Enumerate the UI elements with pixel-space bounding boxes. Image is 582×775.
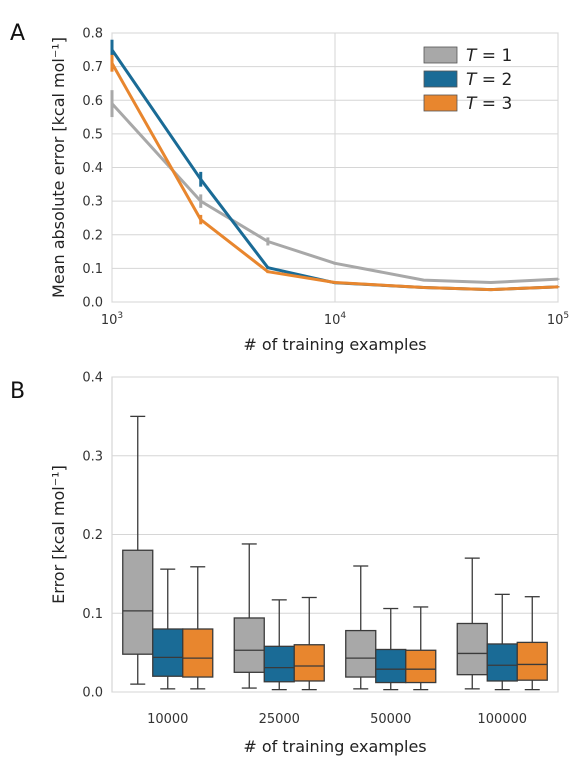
x-tick-label: 10000 (147, 712, 188, 727)
box-iqr (293, 644, 325, 682)
legend-label: T = 3 (466, 94, 512, 114)
box-25000-series-3 (293, 596, 325, 691)
legend-swatch (423, 94, 458, 112)
x-tick-label: 103 (101, 311, 123, 328)
y-tick-label: 0.8 (82, 27, 103, 42)
panel-b-grid (112, 376, 558, 693)
y-tick-label: 0.6 (82, 94, 103, 109)
box-25000-series-1 (233, 543, 265, 689)
box-iqr (122, 549, 154, 655)
y-tick-label: 0.2 (82, 528, 103, 543)
box-iqr (405, 649, 437, 684)
panel-a-x-ticks: 103 104 105 (101, 311, 569, 328)
y-tick-label: 0.3 (82, 449, 103, 464)
box-50000-series-2 (375, 607, 407, 691)
y-tick-label: 0.1 (82, 262, 103, 277)
box-25000-series-2 (263, 599, 295, 691)
panel-a-y-ticks: 0.0 0.1 0.2 0.3 0.4 0.5 0.6 0.7 0.8 (82, 27, 103, 311)
y-tick-label: 0.4 (82, 371, 103, 386)
panel-b-x-axis-label: # of training examples (243, 737, 426, 756)
y-tick-label: 0.5 (82, 127, 103, 142)
y-tick-label: 0.3 (82, 195, 103, 210)
panel-b-x-ticks: 10000 25000 50000 100000 (147, 712, 527, 727)
box-iqr (516, 641, 548, 681)
box-50000-series-3 (405, 606, 437, 691)
series-3 (110, 54, 560, 292)
panel-a-legend: T = 1 T = 2 T = 3 (423, 46, 512, 114)
x-tick-label: 105 (547, 311, 569, 328)
box-iqr (152, 628, 184, 677)
panel-b-letter: B (10, 379, 25, 404)
series-1 (110, 90, 560, 284)
y-tick-label: 0.1 (82, 607, 103, 622)
panel-a-series (110, 39, 560, 292)
box-iqr (263, 645, 295, 683)
box-50000-series-1 (345, 565, 377, 690)
y-tick-label: 0.0 (82, 296, 103, 311)
box-iqr (486, 643, 518, 682)
legend-swatch (423, 70, 458, 88)
box-iqr (345, 629, 377, 678)
legend-label: T = 2 (466, 70, 512, 90)
box-10000-series-3 (182, 566, 214, 690)
y-tick-label: 0.0 (82, 686, 103, 701)
y-tick-label: 0.4 (82, 161, 103, 176)
box-10000-series-2 (152, 568, 184, 690)
box-iqr (375, 648, 407, 684)
panel-a-y-axis-label: Mean absolute error [kcal mol⁻¹] (49, 37, 68, 298)
legend-swatch (423, 46, 458, 64)
panel-b-y-axis-label: Error [kcal mol⁻¹] (49, 465, 68, 604)
x-tick-label: 50000 (370, 712, 411, 727)
box-iqr (233, 617, 265, 673)
panel-b-box-chart: 0.0 0.1 0.2 0.3 0.4 10000 25000 50000 100000 # … (49, 371, 559, 756)
panel-a-line-chart: 0.0 0.1 0.2 0.3 0.4 0.5 0.6 0.7 0.8 103 104 105 T … (49, 27, 569, 355)
panel-b-y-ticks: 0.0 0.1 0.2 0.3 0.4 (82, 371, 103, 701)
panel-a-grid (111, 32, 559, 303)
x-tick-label: 100000 (477, 712, 527, 727)
box-100000-series-3 (516, 596, 548, 691)
panel-b-boxes (122, 415, 548, 691)
legend-label: T = 1 (466, 46, 512, 66)
box-10000-series-1 (122, 415, 154, 685)
panel-a-x-axis-label: # of training examples (243, 335, 426, 354)
box-iqr (456, 622, 488, 676)
y-tick-label: 0.7 (82, 60, 103, 75)
box-iqr (182, 628, 214, 678)
box-100000-series-2 (486, 593, 518, 691)
x-tick-label: 25000 (259, 712, 300, 727)
y-tick-label: 0.2 (82, 228, 103, 243)
x-tick-label: 104 (324, 311, 347, 328)
panel-a-letter: A (10, 21, 25, 46)
